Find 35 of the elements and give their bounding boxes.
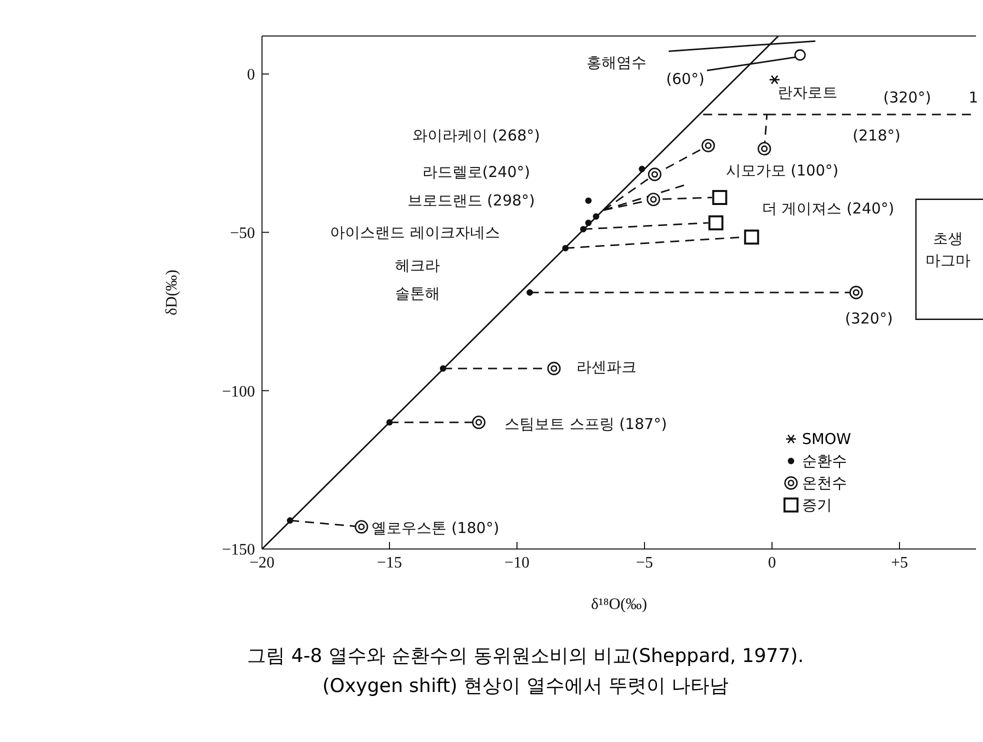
annotation: 옐로우스톤 (180°) xyxy=(372,519,500,538)
annotation: 더 게이져스 (240°) xyxy=(762,199,894,218)
x-tick-label: 0 xyxy=(768,554,776,572)
x-tick-label: −5 xyxy=(636,554,654,572)
y-tick-label: 0 xyxy=(247,66,255,84)
text: (Oxygen shift) 현상이 열수에서 뚜렷이 나타남 xyxy=(321,674,730,699)
annotation: 스팀보트 스프링 (187°) xyxy=(504,415,668,434)
annotation: 라센파크 xyxy=(576,358,636,376)
annotation: 1 xyxy=(968,88,978,106)
y-tick-label: −50 xyxy=(230,225,255,242)
annotation: 브로드랜드 (298°) xyxy=(407,192,535,210)
annotation: 시모가모 (100°) xyxy=(726,161,839,180)
annotation: 라드렐로(240°) xyxy=(422,163,530,182)
annotation: 홍해염수 xyxy=(586,54,646,72)
annotation: (60°) xyxy=(666,70,704,88)
legend-label: 온천수 xyxy=(802,473,847,494)
y-tick-label: −100 xyxy=(222,383,255,400)
annotation: 헤크라 xyxy=(395,256,440,274)
legend-label: 순환수 xyxy=(802,451,847,472)
annotation: 솔톤해 xyxy=(395,284,440,302)
x-tick-label: −10 xyxy=(504,554,530,572)
annotation: 란자로트 xyxy=(778,83,838,102)
annotation: (218°) xyxy=(852,126,900,144)
x-tick-label: +5 xyxy=(890,554,908,572)
annotation: (320°) xyxy=(844,309,893,328)
legend-label: 증기 xyxy=(802,495,832,516)
x-axis-title: δ¹⁸O(‰) xyxy=(590,596,648,613)
annotation: 초생 마그마 xyxy=(925,229,970,270)
legend-label: SMOW xyxy=(802,429,852,450)
annotation: 와이라케이 (268°) xyxy=(412,126,540,144)
y-axis-title: δD(‰) xyxy=(164,270,181,316)
annotation: 아이스랜드 레이크자네스 xyxy=(330,223,500,242)
annotation: (320°) xyxy=(883,88,932,106)
text: 그림 4-8 열수와 순환수의 동위원소비의 비교(Sheppard, 1977). xyxy=(246,644,805,669)
x-tick-label: −15 xyxy=(376,554,402,572)
